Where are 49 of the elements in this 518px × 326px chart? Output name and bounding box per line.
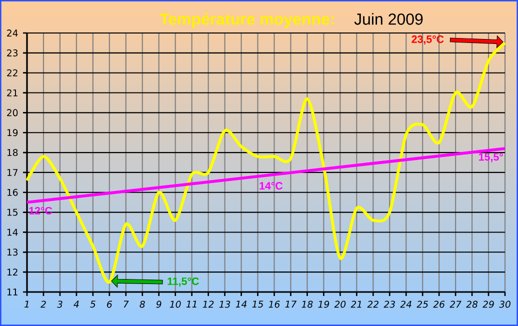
y-tick-label: 23: [7, 49, 18, 56]
x-tick-label: 20: [334, 300, 346, 308]
x-tick-label: 3: [57, 300, 62, 308]
x-tick-label: 9: [156, 300, 162, 308]
x-tick-label: 5: [90, 300, 96, 308]
x-tick-label: 22: [367, 300, 378, 308]
annotation: 14°C: [260, 182, 283, 190]
x-tick-label: 1: [24, 300, 29, 308]
y-tick-label: 19: [7, 129, 18, 136]
y-tick-label: 14: [7, 228, 18, 236]
y-tick-label: 18: [7, 149, 18, 156]
y-tick-label: 12: [7, 268, 18, 276]
y-tick-label: 11: [7, 288, 18, 296]
x-tick-label: 6: [107, 300, 112, 308]
chart-title: Température moyenne:: [160, 12, 334, 28]
x-tick-label: 12: [202, 300, 214, 308]
x-tick-label: 26: [433, 300, 445, 308]
chart-subtitle: Juin 2009: [354, 13, 423, 25]
x-tick-label: 2: [40, 300, 46, 308]
x-tick-label: 28: [466, 300, 478, 308]
x-tick-label: 19: [318, 300, 330, 308]
x-tick-label: 24: [400, 300, 412, 308]
x-tick-label: 23: [384, 300, 395, 308]
y-tick-label: 17: [7, 169, 18, 176]
annotation: 11,5°C: [168, 277, 199, 287]
y-tick-label: 16: [7, 188, 18, 196]
x-tick-label: 27: [450, 300, 462, 308]
y-tick-label: 15: [7, 208, 18, 216]
x-tick-label: 30: [499, 300, 510, 308]
x-tick-label: 4: [74, 300, 79, 308]
x-tick-label: 29: [482, 300, 494, 308]
x-tick-label: 21: [350, 300, 362, 308]
y-tick-label: 20: [7, 109, 18, 116]
y-tick-label: 24: [7, 30, 18, 36]
x-tick-label: 14: [236, 300, 247, 308]
x-tick-label: 8: [140, 300, 145, 308]
x-tick-label: 10: [170, 300, 181, 308]
annotation: 15,5°: [479, 153, 503, 162]
y-tick-label: 13: [7, 248, 18, 256]
x-tick-label: 17: [285, 300, 297, 308]
x-tick-label: 18: [302, 300, 313, 308]
x-tick-label: 7: [124, 300, 129, 308]
x-tick-label: 13: [219, 300, 230, 308]
x-tick-label: 16: [268, 300, 280, 308]
y-tick-label: 22: [7, 69, 18, 76]
y-tick-label: 21: [7, 89, 18, 96]
x-tick-label: 11: [186, 300, 196, 308]
x-tick-label: 15: [252, 300, 264, 308]
x-tick-label: 25: [416, 300, 428, 308]
